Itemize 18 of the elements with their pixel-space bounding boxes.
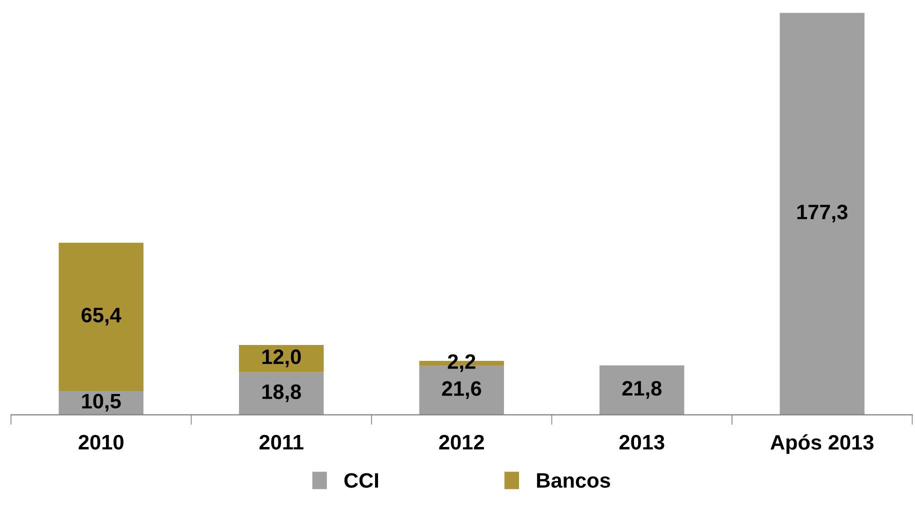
x-tick-label: 2010: [78, 434, 124, 450]
data-label: 21,6: [442, 381, 482, 399]
x-tick-label: 2013: [619, 434, 664, 450]
legend-label: CCI: [344, 473, 378, 488]
x-tick-label: 2011: [259, 434, 304, 450]
data-label: 65,4: [82, 308, 122, 326]
bar: [600, 365, 684, 415]
data-label: 21,8: [622, 380, 662, 399]
bar: [239, 372, 324, 415]
data-label: 10,5: [82, 394, 121, 412]
x-tick-label: Após 2013: [770, 434, 874, 454]
data-label: 18,8: [262, 384, 301, 402]
data-label: 177,3: [797, 204, 848, 222]
x-tick-label: 2012: [439, 434, 484, 450]
bar: [780, 12, 864, 415]
legend-label: Bancos: [537, 473, 610, 488]
data-label: 12,0: [262, 349, 301, 368]
bar: [58, 242, 144, 392]
